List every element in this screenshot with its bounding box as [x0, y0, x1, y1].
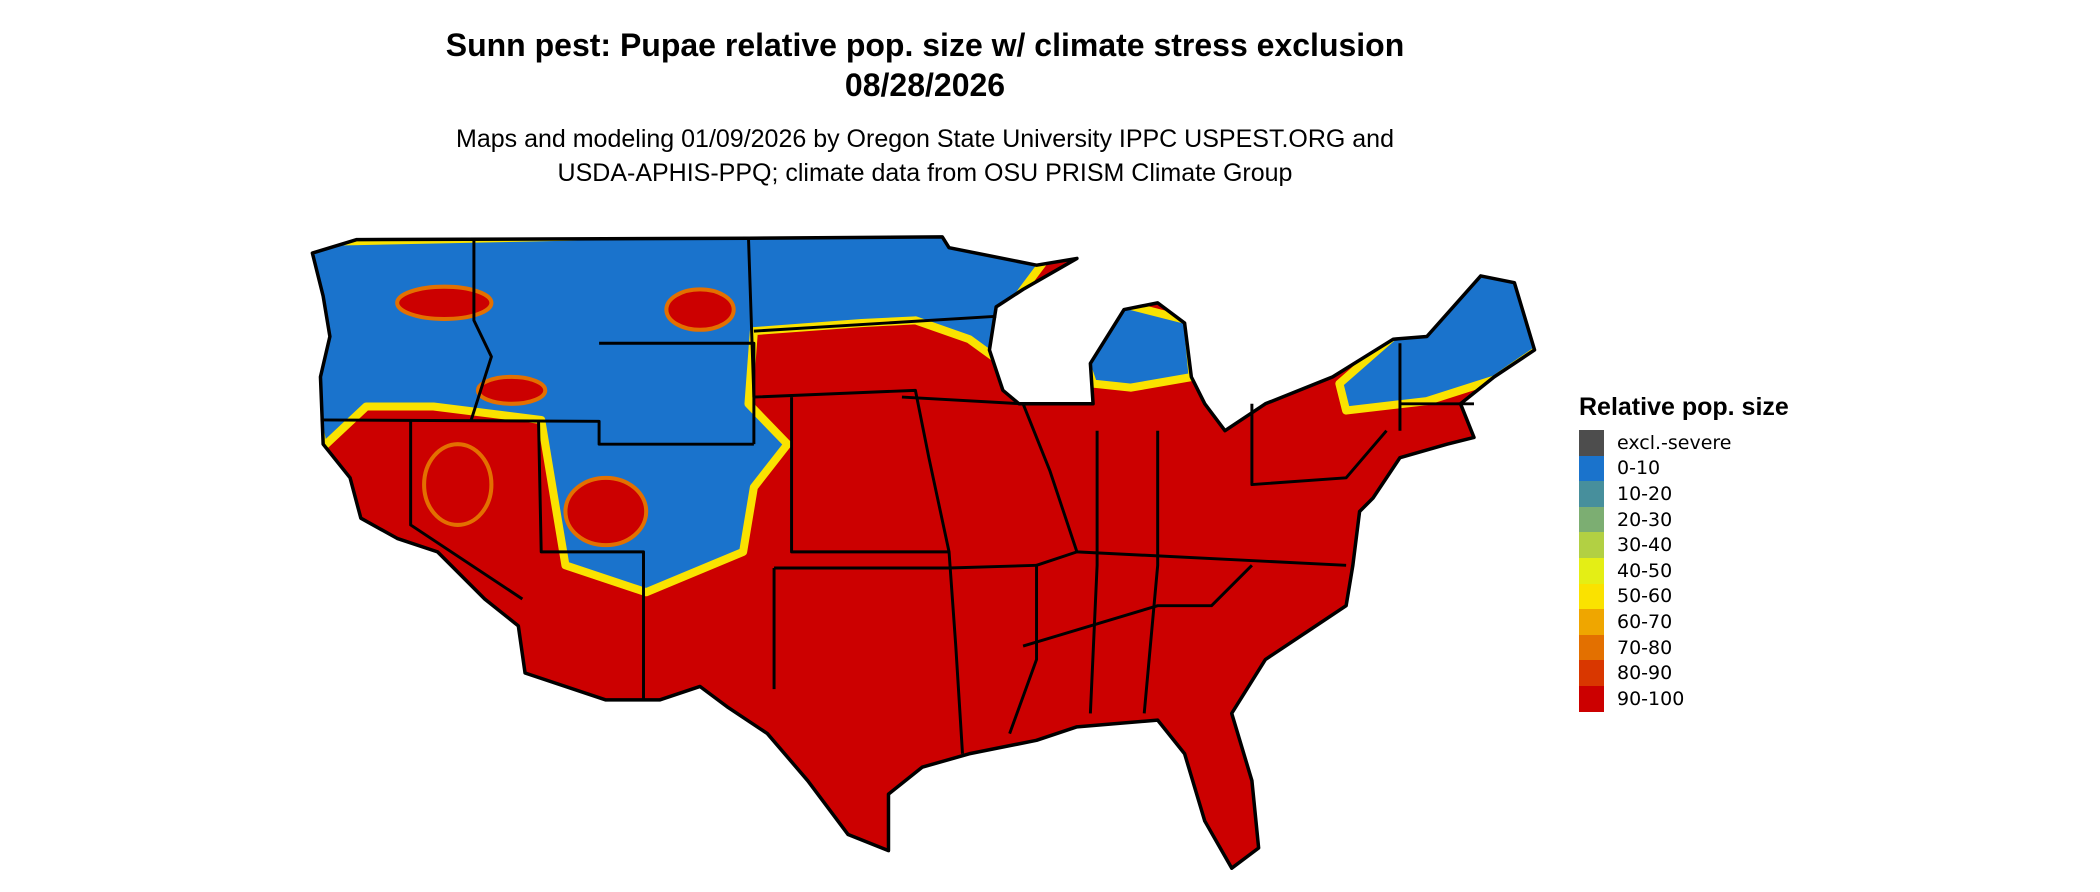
legend-swatch	[1579, 660, 1604, 686]
legend-label: excl.-severe	[1617, 431, 1732, 454]
legend-swatch	[1579, 634, 1604, 661]
legend-label: 70-80	[1617, 636, 1673, 659]
map-title: Sunn pest: Pupae relative pop. size w/ c…	[445, 27, 1405, 63]
state-borders	[320, 238, 1474, 754]
legend-swatch	[1579, 506, 1604, 533]
legend-item: 80-90	[1579, 660, 1789, 686]
hot-area-mt	[664, 287, 736, 332]
legend-label: 40-50	[1617, 559, 1673, 582]
hot-area-nv	[422, 442, 494, 527]
subtitle-line-2: USDA-APHIS-PPQ; climate data from OSU PR…	[557, 159, 1293, 187]
legend-item: 40-50	[1579, 557, 1789, 584]
legend-item: 90-100	[1579, 685, 1789, 712]
legend-swatch	[1579, 557, 1604, 584]
map-date: 08/28/2026	[844, 67, 1006, 103]
legend-label: 0-10	[1617, 457, 1661, 480]
legend-label: 20-30	[1617, 508, 1673, 531]
us-outline	[310, 235, 1537, 870]
hot-area-ut	[563, 475, 649, 548]
legend-label: 60-70	[1617, 610, 1673, 633]
hot-area-id	[475, 374, 548, 406]
legend-label: 10-20	[1617, 482, 1673, 505]
legend-item: excl.-severe	[1579, 430, 1789, 456]
legend-item: 30-40	[1579, 532, 1789, 558]
legend: Relative pop. size excl.-severe 0-10 10-20…	[1579, 393, 1789, 712]
legend-swatch	[1579, 430, 1604, 456]
legend-swatch	[1579, 583, 1604, 610]
legend-item: 50-60	[1579, 583, 1789, 610]
legend-swatch	[1579, 685, 1604, 712]
legend-swatch	[1579, 455, 1604, 482]
legend-swatch	[1579, 609, 1604, 635]
legend-item: 10-20	[1579, 481, 1789, 507]
legend-item: 0-10	[1579, 455, 1789, 482]
legend-label: 80-90	[1617, 662, 1673, 685]
legend-swatch	[1579, 481, 1604, 507]
legend-item: 70-80	[1579, 634, 1789, 661]
legend-item: 60-70	[1579, 609, 1789, 635]
region-0-10-northeast	[1335, 265, 1535, 415]
legend-title: Relative pop. size	[1579, 393, 1789, 421]
legend-label: 90-100	[1617, 687, 1685, 710]
legend-swatch	[1579, 532, 1604, 558]
legend-label: 30-40	[1617, 534, 1673, 557]
subtitle-line-1: Maps and modeling 01/09/2026 by Oregon S…	[456, 125, 1394, 153]
hot-area-wa	[395, 284, 494, 322]
legend-item: 20-30	[1579, 506, 1789, 533]
legend-label: 50-60	[1617, 585, 1673, 608]
